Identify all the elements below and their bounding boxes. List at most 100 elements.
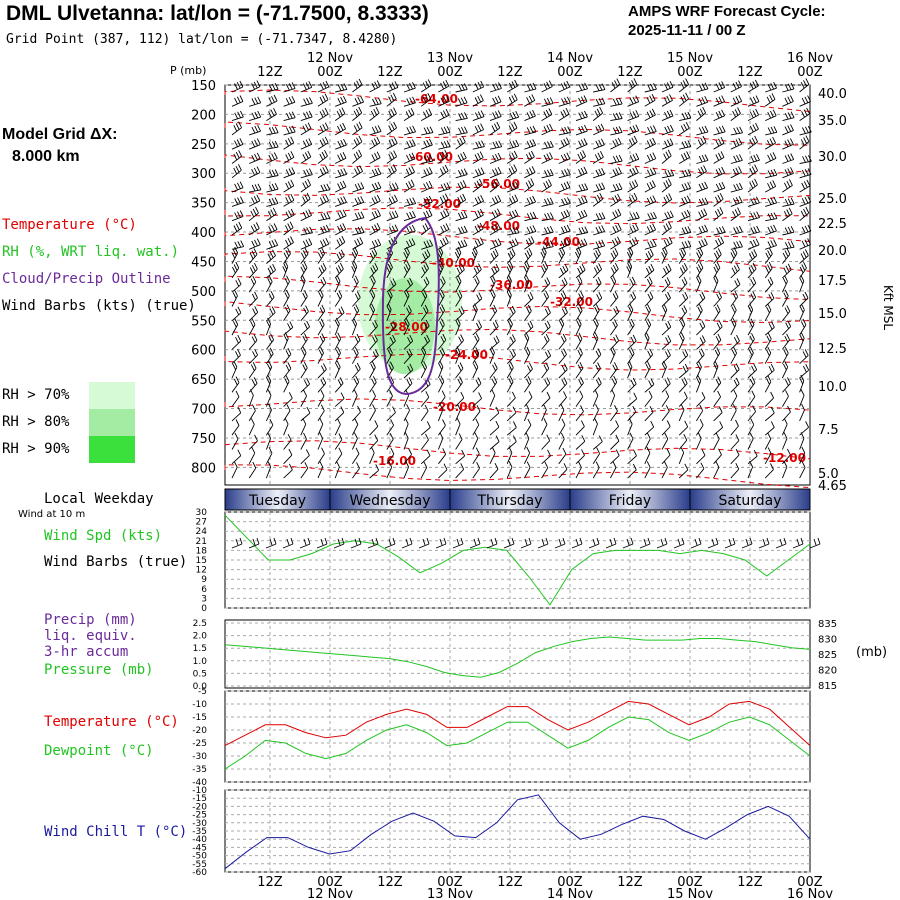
temperature-line <box>224 700 811 747</box>
legend-rh90: RH > 90% <box>2 441 70 457</box>
top-hour-label: 12Z <box>497 65 523 80</box>
temperature-contour-label: -24.00 <box>445 348 488 362</box>
top-date-label: 15 Nov <box>667 51 713 66</box>
pressure-tick-label: 835 <box>818 619 837 630</box>
pressure-tick-label: 450 <box>191 255 216 270</box>
windchill-panel-tick-label: -60 <box>192 868 207 878</box>
dewpoint-line <box>224 716 811 770</box>
legend-wind: Wind Barbs (kts) (true) <box>2 298 196 314</box>
precip-tick-label: 1.5 <box>193 644 207 654</box>
temperature-contour <box>224 89 811 113</box>
precip-tick-label: 0.5 <box>193 669 207 679</box>
legend-rh70-swatch <box>89 382 135 409</box>
top-hour-label: 00Z <box>797 65 823 80</box>
pressure-tick-label: 815 <box>818 681 837 692</box>
pressure-tick-label: 650 <box>191 373 216 388</box>
bottom-hour-label: 00Z <box>317 875 343 890</box>
weekday-label: Friday <box>609 493 651 509</box>
top-hour-label: 12Z <box>377 65 403 80</box>
height-tick-label: 15.0 <box>818 307 847 322</box>
wind-barbs <box>231 78 812 479</box>
wind-chill-label: Wind Chill T (°C) <box>44 824 188 840</box>
page-title: DML Ulvetanna: lat/lon = (-71.7500, 8.33… <box>6 2 429 25</box>
precip-sublabel: liq. equiv. <box>44 628 137 644</box>
pressure-tick-label: 300 <box>191 167 216 182</box>
windchill-panel-tick-label: -50 <box>192 852 207 862</box>
temperature-contour-label: -56.00 <box>477 177 520 191</box>
top-hour-label: 12Z <box>257 65 283 80</box>
temperature-panel-tick-label: -35 <box>192 765 207 775</box>
bottom-date-label: 16 Nov <box>787 887 833 900</box>
temperature-panel-frame <box>224 690 811 783</box>
precip-tick-label: 2.0 <box>193 632 208 642</box>
legend-rh: RH (%, WRT liq. wat.) <box>2 244 180 260</box>
top-hour-label: 12Z <box>737 65 763 80</box>
height-tick-label: 7.5 <box>818 423 839 438</box>
bottom-hour-label: 12Z <box>737 875 763 890</box>
bottom-hour-label: 00Z <box>797 875 823 890</box>
weekday-label: Tuesday <box>248 493 306 509</box>
legend-cloud: Cloud/Precip Outline <box>2 271 171 287</box>
weekday-label: Saturday <box>718 493 781 509</box>
pressure-label: Pressure (mb) <box>44 662 154 678</box>
pressure-unit-label: (mb) <box>856 645 887 660</box>
temperature-contour <box>224 228 811 245</box>
wind-height-note: Wind at 10 m <box>18 509 86 520</box>
top-hour-label: 12Z <box>617 65 643 80</box>
temperature-contour-label: -28.00 <box>385 320 428 334</box>
top-date-label: 16 Nov <box>787 51 833 66</box>
windchill-panel-tick-label: -40 <box>192 835 207 845</box>
height-tick-label: 17.5 <box>818 274 847 289</box>
temperature-panel-tick-label: -5 <box>198 687 207 697</box>
wind-panel-tick-label: 30 <box>196 508 208 518</box>
windchill-panel-tick-label: -10 <box>192 786 207 796</box>
pressure-tick-label: 750 <box>191 432 216 447</box>
weekday-title: Local Weekday <box>44 491 154 507</box>
height-tick-label: 10.0 <box>818 380 847 395</box>
windchill-panel-tick-label: -20 <box>192 802 207 812</box>
bottom-hour-label: 12Z <box>377 875 403 890</box>
windchill-panel-tick-label: -25 <box>192 811 207 821</box>
height-tick-label: 40.0 <box>818 87 847 102</box>
top-hour-label: 00Z <box>437 65 463 80</box>
height-tick-label: 30.0 <box>818 150 847 165</box>
forecast-cycle-label: AMPS WRF Forecast Cycle: <box>628 3 826 20</box>
pressure-tick-label: 830 <box>818 635 837 646</box>
top-date-label: 12 Nov <box>307 51 353 66</box>
legend-rh80-swatch <box>89 409 135 436</box>
legend-rh80: RH > 80% <box>2 414 70 430</box>
temperature-contour-label: -64.00 <box>415 92 458 106</box>
bottom-hour-label: 00Z <box>437 875 463 890</box>
pressure-tick-label: 250 <box>191 138 216 153</box>
bottom-hour-label: 12Z <box>257 875 283 890</box>
surface-wind-barbs <box>231 537 821 549</box>
wind-panel-tick-label: 3 <box>201 594 207 604</box>
temperature-contour <box>224 121 811 146</box>
windchill-line <box>224 794 811 870</box>
bottom-hour-label: 00Z <box>557 875 583 890</box>
wind-barb-field <box>231 78 812 479</box>
temperature-contour-label: -16.00 <box>373 454 416 468</box>
height-tick-label: 12.5 <box>818 342 847 357</box>
windchill-panel-tick-label: -35 <box>192 827 207 837</box>
temperature-panel-tick-label: -40 <box>192 778 207 788</box>
model-grid-value: 8.000 km <box>12 148 80 165</box>
height-tick-label: 5.0 <box>818 467 839 482</box>
top-date-label: 13 Nov <box>427 51 473 66</box>
pressure-tick-label: 400 <box>191 226 216 241</box>
height-tick-label: 20.0 <box>818 244 847 259</box>
pressure-tick-label: 500 <box>191 285 216 300</box>
pressure-tick-label: 150 <box>191 79 216 94</box>
legend-rh70: RH > 70% <box>2 387 70 403</box>
bottom-hour-label: 12Z <box>617 875 643 890</box>
temperature-contour-label: -20.00 <box>433 400 476 414</box>
pressure-tick-label: 550 <box>191 314 216 329</box>
pressure-tick-label: 600 <box>191 344 216 359</box>
windchill-panel-tick-label: -55 <box>192 860 207 870</box>
temperature-contour <box>224 207 811 225</box>
weekday-label: Thursday <box>476 493 542 509</box>
wind-speed-line <box>224 514 811 606</box>
temperature-panel-tick-label: -25 <box>192 739 207 749</box>
model-grid-label: Model Grid ΔX: <box>2 126 118 143</box>
temperature-contour-label: -32.00 <box>550 295 593 309</box>
